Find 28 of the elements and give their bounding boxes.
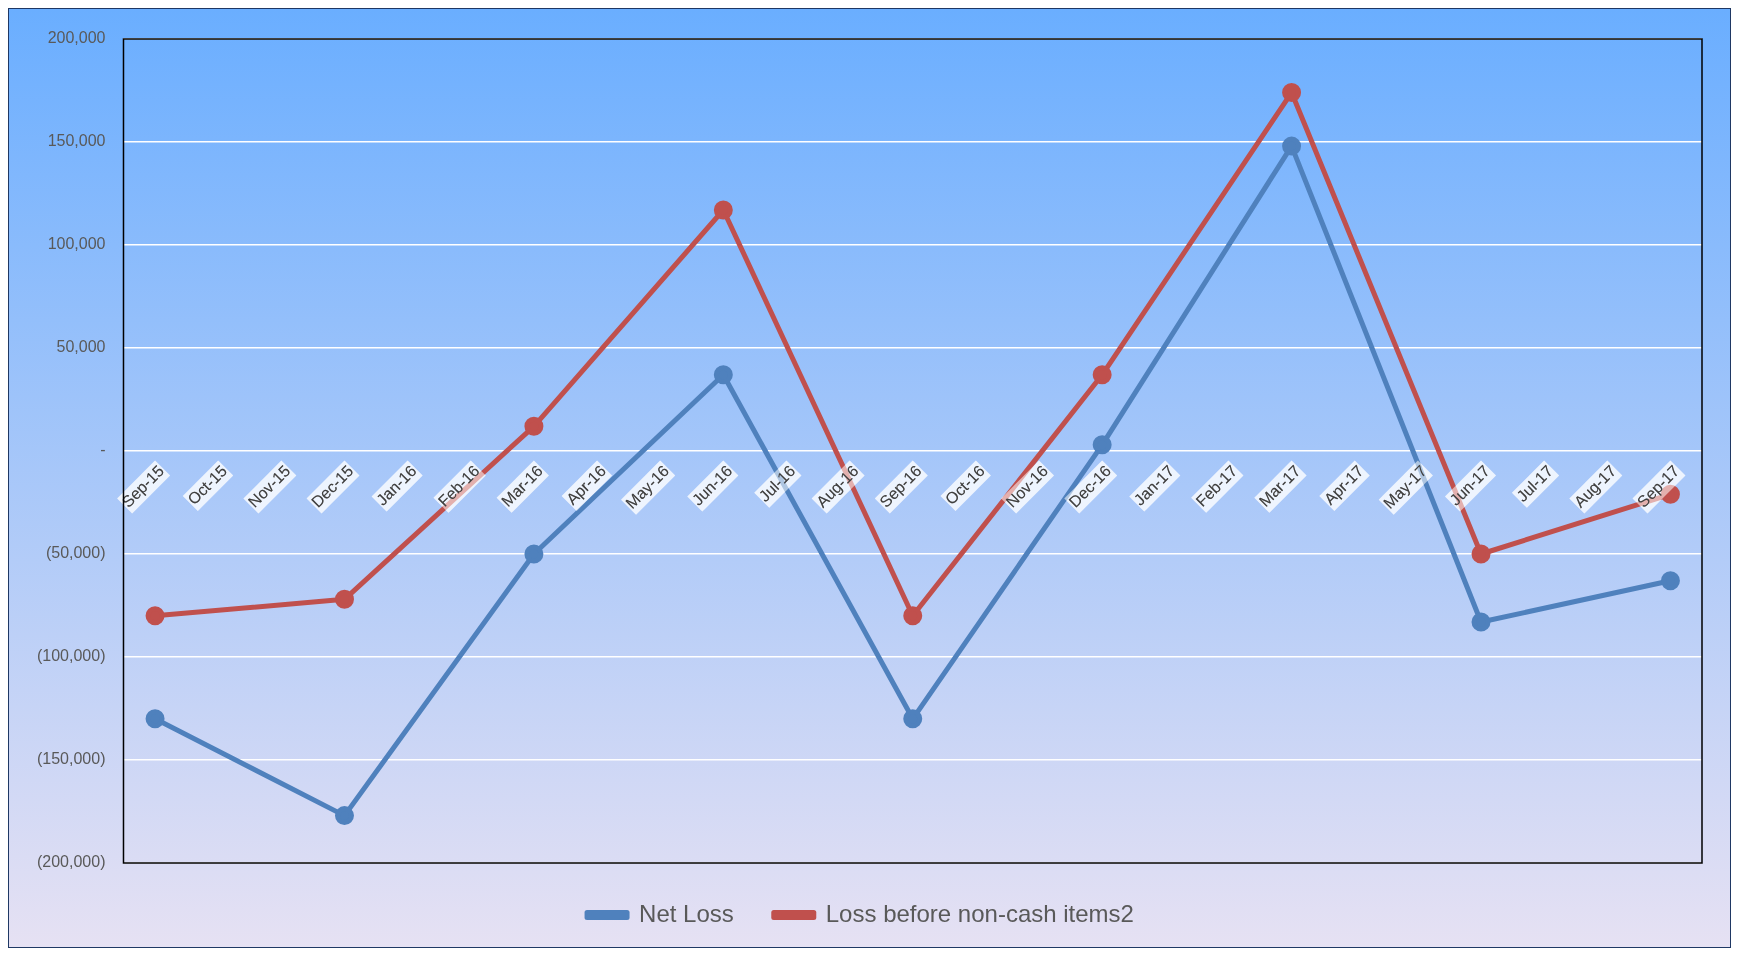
point <box>524 416 544 436</box>
point <box>1282 136 1302 156</box>
point <box>903 606 923 626</box>
point <box>1660 571 1680 591</box>
point <box>713 365 733 385</box>
point <box>1282 83 1302 103</box>
y-tick-label: (150,000) <box>36 750 106 768</box>
y-tick-label: 50,000 <box>56 338 106 356</box>
y-tick-label: (50,000) <box>45 544 106 562</box>
point <box>145 709 165 729</box>
legend-label: Net Loss <box>639 899 734 927</box>
point <box>524 544 544 564</box>
y-tick-label: 100,000 <box>47 235 106 253</box>
y-tick-label: - <box>100 441 106 459</box>
y-tick-label: (100,000) <box>36 647 106 665</box>
point <box>903 709 923 729</box>
y-tick-label: (200,000) <box>36 853 106 871</box>
y-tick-label: 200,000 <box>47 29 106 47</box>
legend-label: Loss before non-cash items2 <box>825 899 1134 927</box>
point <box>334 806 354 826</box>
point <box>334 589 354 609</box>
point <box>1471 544 1491 564</box>
point <box>1471 612 1491 632</box>
point <box>145 606 165 626</box>
point <box>1092 365 1112 385</box>
point <box>1092 435 1112 455</box>
point <box>713 200 733 220</box>
y-tick-label: 150,000 <box>47 132 106 150</box>
